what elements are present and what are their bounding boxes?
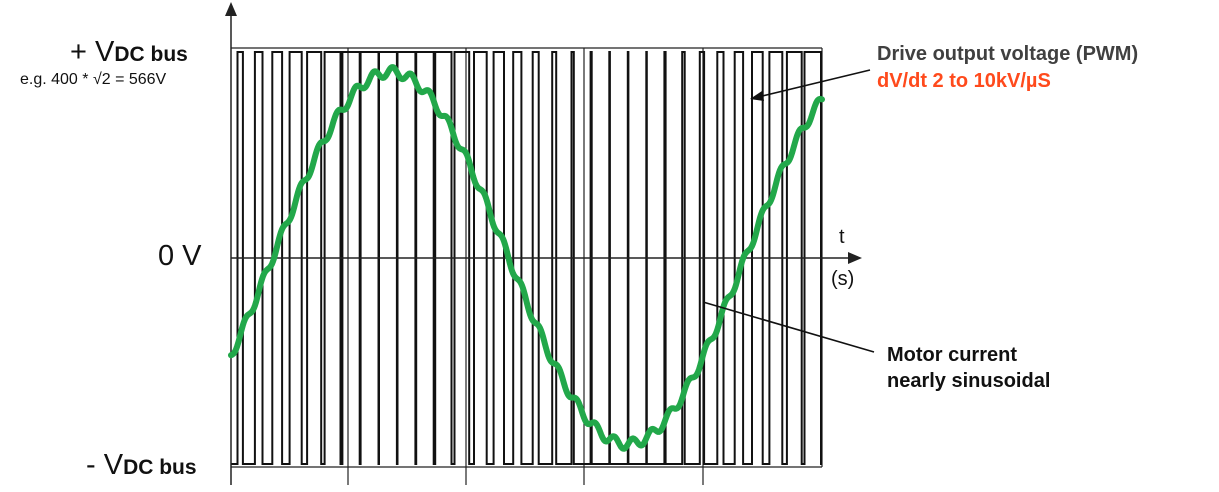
pwm-annotation-title: Drive output voltage (PWM) [877, 43, 1139, 65]
pwm-pointer-line [757, 69, 871, 98]
vdc-minus-subscript: DC bus [123, 456, 197, 479]
pwm-pointer-arrowhead [750, 91, 764, 101]
current-annotation-line1: Motor current [887, 344, 1017, 366]
axes [225, 2, 862, 485]
example-voltage: e.g. 400 * √2 = 566V [20, 71, 167, 88]
t-axis-label: t [839, 226, 845, 248]
zero-volt-label: 0 V [158, 240, 202, 272]
current-annotation-line2: nearly sinusoidal [887, 370, 1051, 392]
grid [231, 47, 823, 485]
vdc-minus-prefix: - V [86, 449, 124, 481]
vdc-plus-prefix: + V [70, 36, 115, 68]
vdc-minus-label: - VDC bus [86, 449, 197, 482]
annotation-pointers [702, 69, 875, 353]
t-axis-unit: (s) [831, 268, 855, 290]
x-axis-arrow [848, 252, 862, 264]
motor-current-waveform [228, 64, 825, 452]
current-pointer-line [702, 301, 875, 353]
vdc-plus-label: + VDC bus [70, 36, 188, 69]
y-axis-arrow [225, 2, 237, 16]
vdc-plus-subscript: DC bus [114, 43, 188, 66]
pwm-annotation-dvdt: dV/dt 2 to 10kV/µS [877, 70, 1051, 92]
